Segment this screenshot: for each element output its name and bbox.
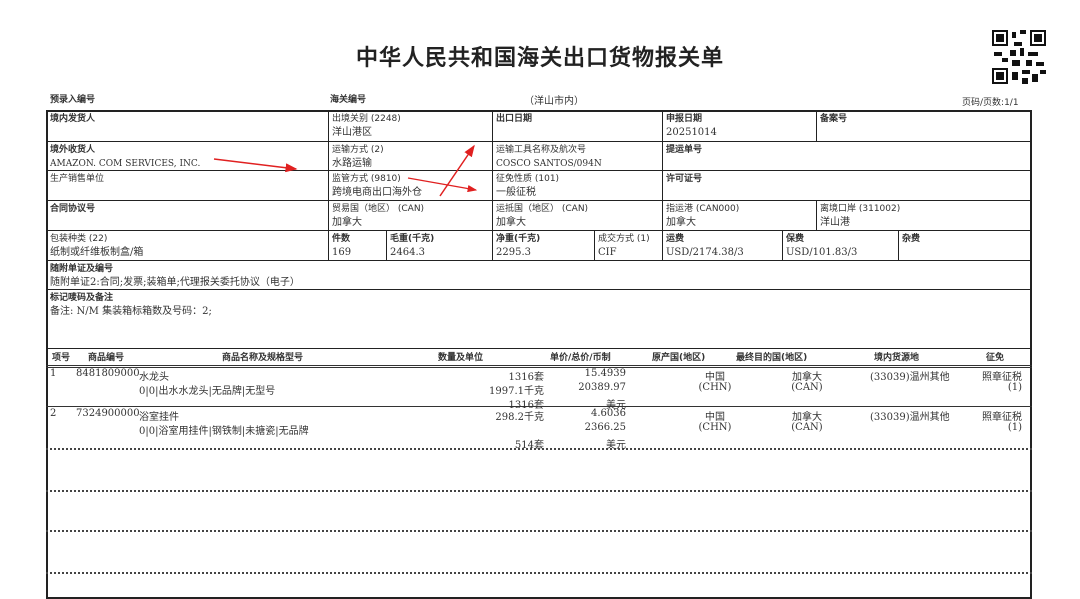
item-no: 1	[50, 368, 57, 379]
item-price: 美元	[606, 440, 626, 451]
arrow-annotation	[407, 177, 478, 193]
marks-cell: 标记唛码及备注 备注: N/M 集装箱标箱数及号码：2;	[46, 289, 1032, 349]
customs-location: （洋山市内）	[524, 96, 584, 107]
col-item-no: 项号	[52, 353, 71, 363]
item-destination: 加拿大	[792, 372, 822, 383]
item-no: 2	[50, 408, 57, 419]
item-origin: 中国	[705, 412, 725, 423]
item-name: 浴室挂件	[139, 412, 179, 423]
arrow-annotation	[439, 144, 475, 197]
pre-entry-no-label: 预录入编号	[50, 95, 96, 105]
page-title: 中华人民共和国海关出口货物报关单	[355, 46, 724, 71]
item-price: 20389.97	[578, 382, 626, 393]
col-origin: 原产国(地区)	[652, 353, 706, 363]
item-price: 4.6036	[591, 408, 626, 419]
col-source: 境内货源地	[874, 353, 920, 363]
customs-no-label: 海关编号	[330, 95, 367, 105]
item-origin: (CHN)	[698, 422, 732, 433]
item-origin: (CHN)	[698, 382, 732, 393]
qr-code-icon	[992, 30, 1046, 84]
item-qty: 1316套	[508, 400, 544, 411]
item-levy: 照章征税	[982, 412, 1022, 423]
item-price: 2366.25	[584, 422, 626, 433]
item-destination: 加拿大	[792, 412, 822, 423]
item-spec: 0|0|浴室用挂件|钢铁制|未搪瓷|无品牌	[139, 426, 309, 437]
col-name: 商品名称及规格型号	[222, 353, 304, 363]
item-levy: (1)	[1007, 422, 1022, 433]
item-source: (33039)温州其他	[870, 372, 950, 383]
col-qty: 数量及单位	[438, 353, 484, 363]
item-levy: (1)	[1007, 382, 1022, 393]
col-code: 商品编号	[88, 353, 125, 363]
item-qty: 1997.1千克	[489, 386, 544, 397]
col-levy: 征免	[986, 353, 1005, 363]
item-source: (33039)温州其他	[870, 412, 950, 423]
arrow-annotation	[213, 158, 298, 173]
item-qty: 1316套	[508, 372, 544, 383]
item-levy: 照章征税	[982, 372, 1022, 383]
item-qty: 514套	[514, 440, 544, 451]
item-code: 8481809000	[76, 368, 140, 379]
col-price: 单价/总价/币制	[550, 353, 611, 363]
item-price: 美元	[606, 400, 626, 411]
item-destination: (CAN)	[791, 382, 823, 393]
item-name: 水龙头	[139, 372, 169, 383]
item-code: 7324900000	[76, 408, 140, 419]
item-spec: 0|0|出水水龙头|无品牌|无型号	[139, 386, 276, 397]
declaration-frame	[46, 110, 1032, 599]
col-destination: 最终目的国(地区)	[736, 353, 808, 363]
item-destination: (CAN)	[791, 422, 823, 433]
page-count: 页码/页数:1/1	[962, 98, 1019, 108]
item-price: 15.4939	[584, 368, 626, 379]
item-origin: 中国	[705, 372, 725, 383]
item-qty: 298.2千克	[495, 412, 544, 423]
